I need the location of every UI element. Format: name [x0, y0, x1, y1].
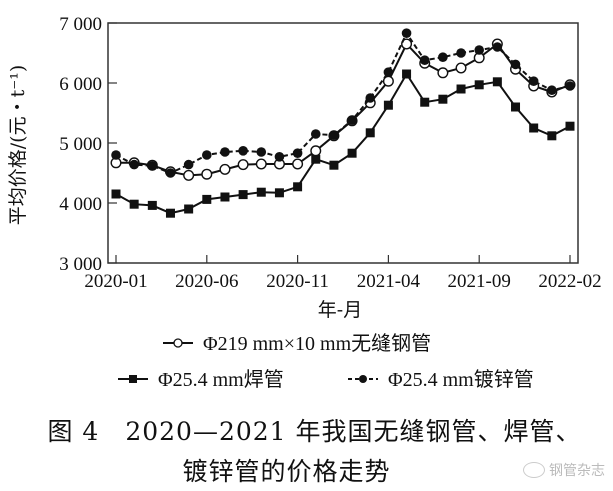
data-point: [293, 182, 303, 192]
data-point: [220, 147, 230, 157]
legend-label: Φ25.4 mm焊管: [158, 368, 284, 391]
legend: Φ219 mm×10 mm无缝钢管 Φ25.4 mm焊管 Φ25.4 mm镀锌管: [118, 332, 534, 391]
data-point: [529, 123, 539, 133]
legend-marker: [359, 375, 367, 383]
data-point: [492, 77, 502, 87]
data-point: [401, 28, 412, 38]
data-point: [237, 159, 249, 171]
data-point: [347, 115, 357, 125]
y-ticks: 3 000 4 000 5 000 6 000 7 000: [59, 14, 117, 275]
line-chart: 3 000 4 000 5 000 6 000 7 000 2020-01 2020-06…: [7, 14, 602, 391]
legend-item: Φ219 mm×10 mm无缝钢管: [163, 332, 431, 355]
figure-caption-line1: 图 4 2020—2021 年我国无缝钢管、焊管、: [47, 417, 582, 446]
data-point: [383, 100, 393, 110]
y-tick-label: 3 000: [59, 254, 102, 275]
data-point: [511, 102, 521, 112]
data-point: [165, 208, 175, 218]
figure-caption-line2: 镀锌管的价格走势: [182, 457, 391, 486]
x-tick-label: 2020-11: [266, 271, 329, 292]
data-point: [401, 38, 413, 50]
data-point: [565, 121, 575, 131]
data-point: [565, 81, 575, 91]
data-point: [111, 189, 121, 199]
data-point: [238, 190, 248, 200]
data-point: [347, 148, 357, 158]
data-point: [474, 45, 485, 55]
data-point: [129, 199, 139, 209]
data-point: [419, 55, 430, 65]
x-tick-label: 2022-02: [538, 271, 601, 292]
data-point: [510, 59, 521, 70]
data-point: [438, 52, 448, 62]
data-point: [184, 204, 194, 214]
data-point: [455, 62, 467, 74]
series-2: [111, 28, 575, 178]
y-tick-label: 6 000: [59, 74, 102, 95]
data-point: [238, 146, 248, 156]
data-point: [365, 93, 376, 103]
data-point: [183, 169, 195, 181]
data-point: [474, 80, 484, 90]
x-tick-label: 2021-09: [448, 271, 511, 292]
data-point: [256, 147, 267, 157]
series-line: [115, 72, 571, 215]
data-point: [147, 161, 158, 171]
data-point: [402, 69, 412, 79]
legend-marker: [129, 375, 137, 383]
x-axis-label: 年-月: [318, 299, 362, 321]
data-point: [202, 194, 212, 204]
data-point: [329, 160, 339, 170]
wechat-icon: [523, 462, 545, 478]
legend-label: Φ219 mm×10 mm无缝钢管: [203, 332, 431, 355]
data-point: [311, 154, 321, 164]
data-point: [292, 158, 304, 170]
data-point: [329, 130, 339, 140]
watermark-text: 钢管杂志: [549, 463, 605, 479]
data-point: [437, 67, 449, 79]
data-point: [438, 94, 448, 104]
data-point: [165, 168, 176, 178]
legend-marker: [173, 338, 183, 348]
data-point: [129, 159, 139, 170]
legend-item: Φ25.4 mm镀锌管: [348, 368, 534, 391]
watermark: 钢管杂志: [523, 460, 605, 480]
series-line: [115, 31, 571, 175]
data-point: [220, 192, 230, 202]
legend-item: Φ25.4 mm焊管: [118, 368, 284, 391]
data-point: [310, 129, 321, 139]
data-point: [219, 163, 231, 175]
series-1: [111, 69, 575, 218]
data-point: [274, 188, 284, 198]
data-point: [547, 131, 557, 141]
y-axis-label: 平均价格/(元・t⁻¹): [7, 65, 29, 226]
y-tick-label: 5 000: [59, 134, 102, 155]
data-point: [528, 76, 539, 86]
data-point: [202, 150, 212, 160]
data-point: [147, 200, 157, 210]
y-tick-label: 7 000: [59, 14, 102, 35]
data-point: [310, 145, 322, 157]
data-point: [111, 150, 121, 160]
data-point: [383, 67, 394, 77]
x-tick-label: 2021-04: [357, 271, 421, 292]
data-point: [201, 168, 213, 180]
legend-label: Φ25.4 mm镀锌管: [388, 368, 534, 391]
series-group: [110, 28, 576, 218]
data-point: [292, 148, 303, 158]
series-line: [116, 42, 571, 177]
x-tick-label: 2020-01: [84, 271, 147, 292]
data-point: [365, 128, 375, 138]
data-point: [255, 158, 267, 170]
data-point: [274, 152, 285, 162]
x-tick-label: 2020-06: [175, 271, 238, 292]
data-point: [183, 159, 194, 170]
y-tick-label: 4 000: [59, 194, 102, 215]
data-point: [492, 42, 503, 52]
x-ticks: 2020-01 2020-06 2020-11 2021-04 2021-09 2022-…: [84, 255, 602, 292]
data-point: [256, 187, 266, 197]
data-point: [456, 84, 466, 94]
data-point: [456, 48, 466, 58]
data-point: [420, 97, 430, 107]
data-point: [547, 85, 557, 95]
